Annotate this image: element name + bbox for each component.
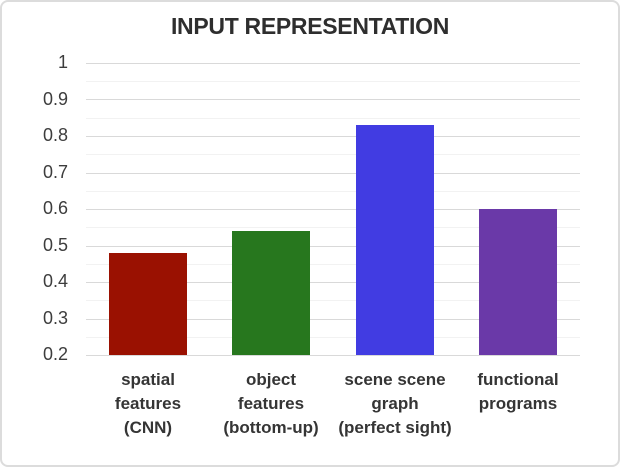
y-tick-label: 0.3 — [42, 308, 68, 329]
bar — [109, 253, 187, 355]
y-tick-label: 0.2 — [42, 344, 68, 365]
y-tick-label: 0.9 — [42, 89, 68, 110]
plot-area — [86, 63, 580, 356]
minor-gridline — [86, 337, 580, 338]
minor-gridline — [86, 154, 580, 155]
y-tick-label: 0.6 — [42, 198, 68, 219]
minor-gridline — [86, 81, 580, 82]
y-tick-label: 0.7 — [42, 162, 68, 183]
y-tick-label: 1 — [57, 52, 68, 73]
x-axis-category-labels: spatial features (CNN) object features (b… — [86, 368, 580, 452]
minor-gridline — [86, 191, 580, 192]
y-tick-label: 0.8 — [42, 125, 68, 146]
major-gridline — [86, 99, 580, 100]
major-gridline — [86, 355, 580, 356]
x-category-label: scene scene graph (perfect sight) — [338, 370, 452, 437]
y-tick-label: 0.4 — [42, 271, 68, 292]
minor-gridline — [86, 264, 580, 265]
major-gridline — [86, 173, 580, 174]
major-gridline — [86, 209, 580, 210]
major-gridline — [86, 246, 580, 247]
bar — [479, 209, 557, 355]
x-category-label: functional programs — [477, 370, 559, 413]
major-gridline — [86, 319, 580, 320]
x-category-label: spatial features (CNN) — [114, 370, 182, 437]
chart-title: INPUT REPRESENTATION — [170, 13, 450, 39]
y-axis-tick-labels: 1 0.9 0.8 0.7 0.6 0.5 0.4 0.3 0.2 — [2, 52, 70, 364]
minor-gridline — [86, 227, 580, 228]
minor-gridline — [86, 118, 580, 119]
bar — [356, 125, 434, 355]
major-gridline — [86, 136, 580, 137]
major-gridline — [86, 63, 580, 64]
minor-gridline — [86, 300, 580, 301]
bar — [232, 231, 310, 355]
y-tick-label: 0.5 — [42, 235, 68, 256]
major-gridline — [86, 282, 580, 283]
x-category-label: object features (bottom-up) — [223, 370, 319, 437]
